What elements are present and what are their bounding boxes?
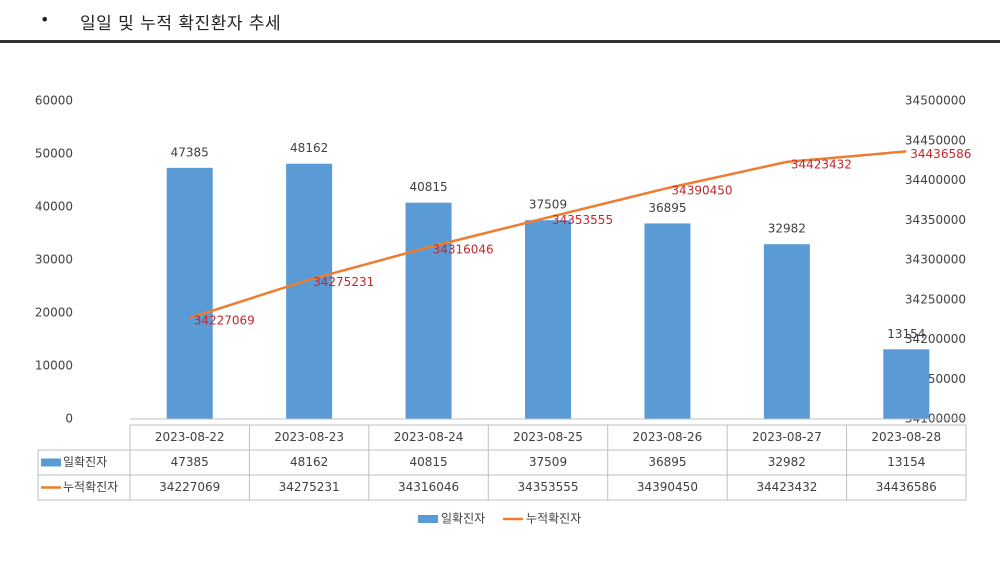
x-axis-category-label: 2023-08-24 (394, 430, 464, 444)
line-data-label: 34316046 (433, 243, 494, 257)
line-series (189, 150, 907, 320)
bar (883, 349, 930, 419)
legend-bar-key (418, 515, 438, 523)
table-cell: 48162 (290, 455, 328, 469)
bar (286, 163, 333, 419)
line-data-label: 34275231 (313, 275, 374, 289)
left-axis-ticks: 0 10000 20000 30000 40000 50000 60000 (35, 94, 73, 426)
table-cell: 13154 (887, 455, 925, 469)
x-axis-category-label: 2023-08-23 (274, 430, 344, 444)
bar-data-label: 37509 (529, 198, 567, 212)
right-axis-tick-label: 34300000 (905, 253, 966, 267)
legend: 일확진자 누적확진자 (418, 512, 581, 526)
table-row-header: 누적확진자 (63, 480, 118, 494)
left-axis-tick-label: 0 (65, 412, 73, 426)
table-cell: 34436586 (876, 480, 937, 494)
bar (525, 220, 571, 419)
x-axis-category-label: 2023-08-25 (513, 430, 583, 444)
x-axis-category-label: 2023-08-26 (633, 430, 703, 444)
table-cell: 36895 (648, 455, 686, 469)
bar-data-label: 36895 (648, 201, 686, 215)
line-data-label: 34227069 (194, 313, 255, 327)
line-data-labels: 34227069 34275231 34316046 34353555 34390450… (194, 147, 972, 328)
bar-series: 47385 48162 40815 37509 36895 32982 13154 (166, 141, 930, 419)
table-legend-bar-key (41, 458, 61, 467)
right-axis-tick-label: 34400000 (905, 173, 966, 187)
right-axis-tick-label: 34200000 (905, 332, 966, 346)
data-table: 2023-08-22 2023-08-23 2023-08-24 2023-08-25… (37, 418, 967, 501)
right-axis-tick-label: 34250000 (905, 292, 966, 306)
page-title: 일일 및 누적 확진환자 추세 (80, 14, 282, 34)
table-cell: 34275231 (279, 480, 340, 494)
table-cell: 47385 (171, 455, 209, 469)
line-data-label: 34423432 (791, 157, 852, 171)
title-bullet: • (40, 10, 50, 29)
table-cell: 34316046 (398, 480, 459, 494)
table-cell: 32982 (768, 455, 806, 469)
bar (166, 167, 213, 419)
legend-label: 누적확진자 (526, 512, 581, 526)
bar (405, 202, 452, 419)
x-axis-category-label: 2023-08-27 (752, 430, 822, 444)
bar-data-label: 32982 (768, 222, 806, 236)
left-axis-tick-label: 50000 (35, 147, 73, 161)
table-cell: 34423432 (756, 480, 817, 494)
left-axis-tick-label: 60000 (35, 94, 73, 108)
table-cell: 34390450 (637, 480, 698, 494)
table-cell: 34227069 (159, 480, 220, 494)
bar-data-label: 47385 (171, 145, 209, 159)
bar (644, 223, 691, 419)
table-cell: 34353555 (517, 480, 578, 494)
line-data-label: 34390450 (671, 184, 732, 198)
right-axis-tick-label: 34500000 (905, 94, 966, 108)
left-axis-tick-label: 40000 (35, 200, 73, 214)
line-data-label: 34353555 (552, 213, 613, 227)
bar-data-label: 13154 (887, 327, 925, 341)
right-axis-tick-label: 34350000 (905, 213, 966, 227)
left-axis-tick-label: 30000 (35, 253, 73, 267)
x-axis-category-label: 2023-08-22 (155, 430, 225, 444)
left-axis-tick-label: 20000 (35, 306, 73, 320)
table-cell: 37509 (529, 455, 567, 469)
title-bar: • 일일 및 누적 확진환자 추세 (0, 0, 1000, 44)
legend-label: 일확진자 (441, 512, 485, 526)
table-row-header: 일확진자 (63, 455, 107, 469)
right-axis-tick-label: 34450000 (905, 133, 966, 147)
x-axis-category-label: 2023-08-28 (871, 430, 941, 444)
bar-data-label: 48162 (290, 141, 328, 155)
table-cell: 40815 (409, 455, 447, 469)
left-axis-tick-label: 10000 (35, 359, 73, 373)
bar-data-label: 40815 (409, 180, 447, 194)
title-divider (0, 40, 1000, 43)
bar (763, 244, 810, 419)
line-data-label: 34436586 (910, 147, 971, 161)
